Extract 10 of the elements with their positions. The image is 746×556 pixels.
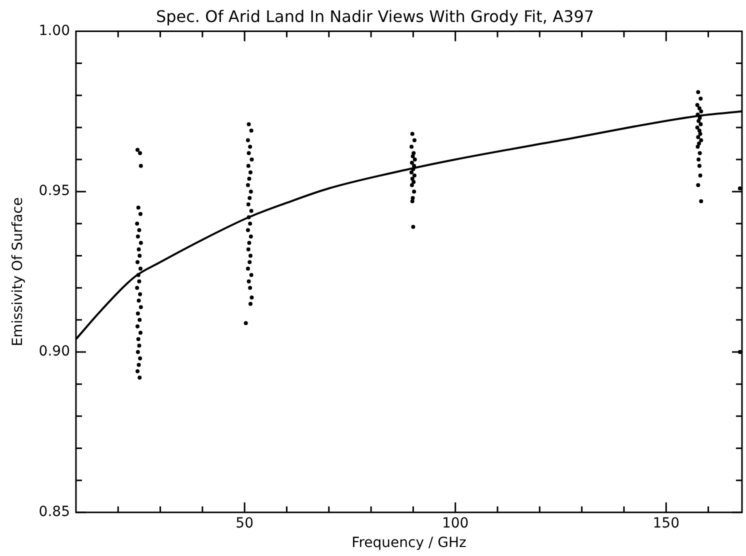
chart-title: Spec. Of Arid Land In Nadir Views With Grody Fit, A397 — [156, 6, 594, 26]
x-axis-title: Frequency / GHz — [352, 535, 466, 552]
y-axis-title: Emissivity Of Surface — [10, 197, 26, 346]
x-tick-label: 150 — [652, 515, 680, 532]
x-tick-label: 50 — [236, 515, 254, 532]
y-tick-label: 0.90 — [38, 344, 70, 360]
y-tick-label: 0.85 — [38, 504, 70, 520]
x-tick-label: 100 — [442, 515, 469, 532]
y-tick-label: 1.00 — [38, 22, 70, 39]
y-tick-label: 0.95 — [38, 183, 70, 200]
